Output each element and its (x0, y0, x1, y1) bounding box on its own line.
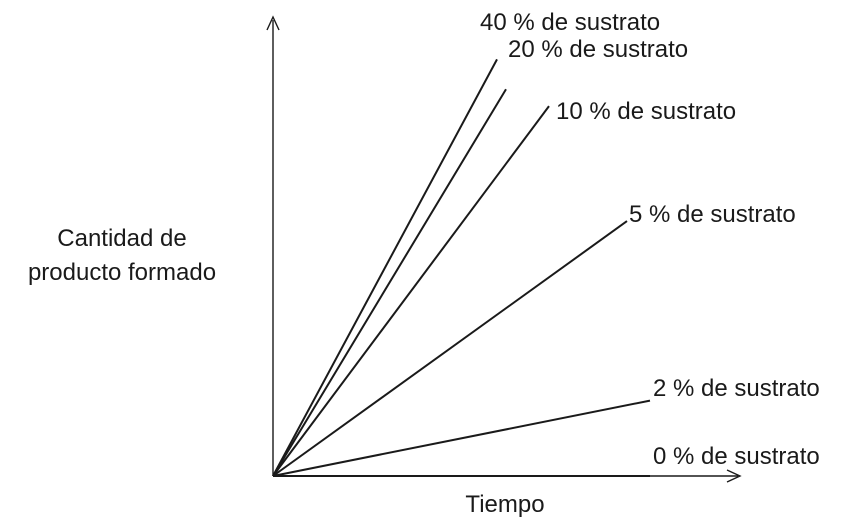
y-axis-label-line-2: producto formado (28, 259, 216, 286)
series-line-2 (272, 105, 550, 477)
series-line-3 (272, 220, 628, 477)
series-label-1: 20 % de sustrato (508, 36, 688, 63)
series-label-0: 40 % de sustrato (480, 9, 660, 36)
series-line-1 (272, 88, 507, 477)
series-line-0 (272, 58, 498, 477)
x-axis-arrow (726, 469, 742, 483)
series-label-3: 5 % de sustrato (629, 201, 796, 228)
series-line-4 (272, 399, 651, 477)
series-label-2: 10 % de sustrato (556, 98, 736, 125)
series-label-4: 2 % de sustrato (653, 375, 820, 402)
y-axis-label-line-1: Cantidad de (57, 225, 186, 252)
series-label-5: 0 % de sustrato (653, 443, 820, 470)
x-axis-label: Tiempo (465, 491, 544, 518)
y-axis-arrow (266, 15, 280, 31)
